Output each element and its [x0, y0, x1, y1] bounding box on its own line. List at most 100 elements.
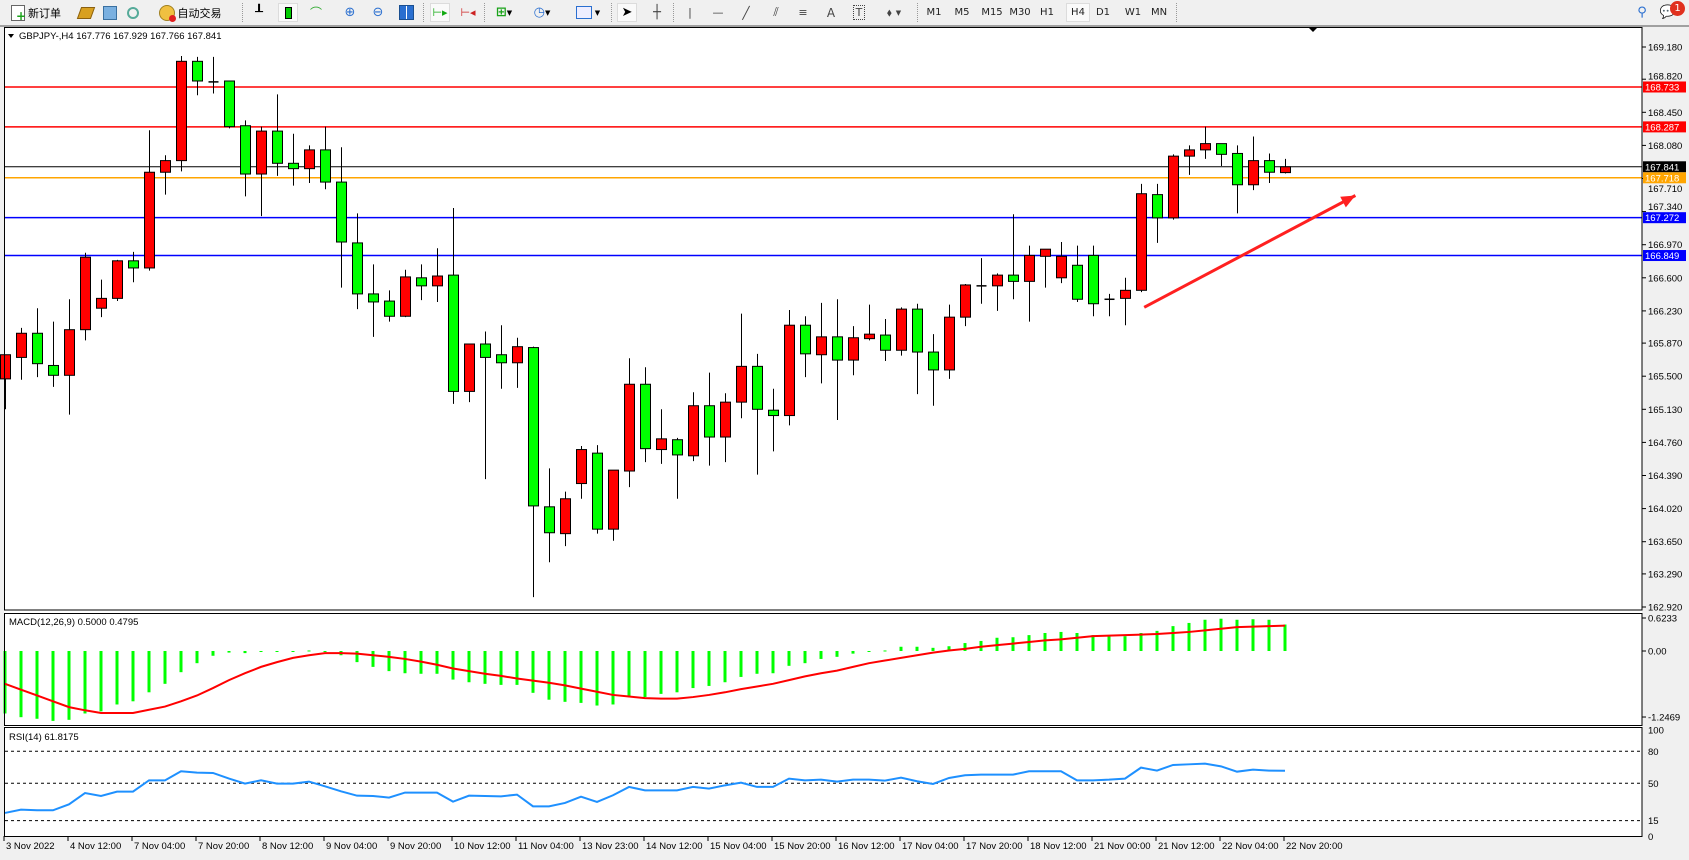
trend-arrow-head	[1340, 195, 1356, 208]
candle-body	[336, 181, 347, 243]
candle-body	[688, 405, 699, 457]
chart-shift-marker[interactable]	[1308, 27, 1318, 32]
macd-tick-label: 0.6233	[1648, 614, 1677, 625]
macd-histogram-bar	[595, 651, 599, 706]
candle	[1200, 126, 1211, 159]
price-level-label: 167.718	[1645, 173, 1679, 184]
vertical-line-icon: |	[688, 6, 692, 19]
candle	[736, 313, 747, 419]
candle-body	[944, 316, 955, 371]
macd-histogram-bar	[1091, 635, 1095, 651]
macd-histogram-bar	[1155, 630, 1159, 651]
toolbar-separator	[484, 3, 487, 22]
text-button[interactable]: A	[821, 3, 841, 22]
periods-button[interactable]: ◷ ▼	[528, 3, 556, 22]
candle	[32, 308, 43, 378]
vertical-line-button[interactable]: |	[680, 3, 700, 22]
timeframe-m30[interactable]: M30	[1009, 7, 1031, 18]
indicators-button[interactable]: ▼	[572, 3, 604, 22]
zoom-out-button[interactable]: ⊖	[368, 3, 388, 22]
trendline-button[interactable]: ╱	[736, 3, 756, 22]
macd-histogram-bar	[675, 651, 679, 693]
timeframe-h4[interactable]: H4	[1066, 3, 1090, 22]
chart-window[interactable]: 169.180 168.820 168.450 168.080 167.710 167.3…	[0, 27, 1689, 860]
macd-histogram-bar	[1139, 632, 1143, 651]
tile-windows-button[interactable]	[396, 3, 416, 22]
signals-button[interactable]	[123, 3, 143, 22]
macd-histogram-bar	[179, 651, 183, 673]
navigator-button[interactable]	[100, 3, 120, 22]
price-level-tag	[1643, 161, 1686, 173]
time-tick-label: 14 Nov 12:00	[646, 841, 703, 852]
candle	[512, 337, 523, 388]
candle	[592, 445, 603, 534]
arrows-button[interactable]: ⬧ ▼	[878, 3, 910, 22]
macd-histogram-bar	[1027, 635, 1031, 651]
search-button[interactable]: ⚲	[1632, 3, 1652, 22]
channel-button[interactable]: ⫽	[766, 3, 786, 22]
rsi-pane-border	[4, 727, 1643, 837]
market-watch-button[interactable]	[76, 3, 96, 22]
candle	[1264, 153, 1275, 183]
time-tick-label: 15 Nov 20:00	[774, 841, 831, 852]
candle-body	[224, 80, 235, 128]
candle-body	[1168, 155, 1179, 219]
macd-histogram-bar	[467, 651, 471, 683]
trendline-icon: ╱	[742, 5, 750, 20]
timeframe-m15[interactable]: M15	[981, 7, 1003, 18]
price-tick-label: 166.600	[1648, 273, 1682, 284]
cursor-button[interactable]: ➤	[617, 3, 637, 22]
price-level-tag	[1643, 212, 1686, 224]
rsi-pane	[4, 750, 1642, 822]
bar-chart-button[interactable]: ┸	[250, 3, 268, 22]
candle-body	[1040, 248, 1051, 257]
chart-shift-button[interactable]: ⊢◂	[458, 3, 478, 22]
auto-scroll-button[interactable]: ⊢▸	[430, 3, 450, 22]
candle	[944, 304, 955, 379]
candle-body	[112, 260, 123, 299]
candlestick-button[interactable]	[278, 3, 298, 22]
macd-histogram-bar	[1187, 622, 1191, 651]
candle	[48, 321, 59, 387]
macd-histogram-bar	[291, 651, 295, 652]
zoom-in-button[interactable]: ⊕	[340, 3, 360, 22]
candle	[160, 155, 171, 195]
candle	[208, 56, 219, 94]
candle-body	[176, 60, 187, 162]
timeframe-d1[interactable]: D1	[1095, 7, 1111, 18]
toolbar-separator	[423, 3, 426, 22]
market-watch-icon	[76, 6, 96, 19]
candle-body	[144, 171, 155, 269]
horizontal-line-button[interactable]: —	[708, 3, 728, 22]
timeframe-m5[interactable]: M5	[954, 7, 970, 18]
time-tick-label: 17 Nov 20:00	[966, 841, 1023, 852]
time-tick-label: 16 Nov 12:00	[838, 841, 895, 852]
timeframe-w1[interactable]: W1	[1124, 7, 1142, 18]
candle-body	[368, 293, 379, 303]
search-icon: ⚲	[1637, 5, 1647, 20]
crosshair-button[interactable]: ┼	[647, 3, 667, 22]
candle	[384, 290, 395, 322]
time-tick-label: 4 Nov 12:00	[70, 841, 121, 852]
auto-trading-button[interactable]: 自动交易	[150, 3, 230, 22]
new-chart-button[interactable]: ⊞ ▼	[490, 3, 518, 22]
chevron-down-icon: ▼	[544, 8, 551, 17]
candle	[480, 331, 491, 480]
macd-histogram-bar	[147, 651, 151, 693]
price-level-label: 167.272	[1645, 213, 1679, 224]
macd-histogram-bar	[899, 646, 903, 651]
trend-arrow-line[interactable]	[1143, 194, 1357, 309]
symbol-menu-triangle-icon[interactable]	[8, 34, 14, 38]
price-tick-label: 163.650	[1648, 537, 1682, 548]
fibonacci-button[interactable]: ≡	[793, 3, 813, 22]
macd-histogram-bar	[243, 651, 247, 654]
candle	[80, 252, 91, 341]
macd-histogram-bar	[323, 651, 327, 653]
text-label-button[interactable]: T	[849, 3, 869, 22]
price-tick-label: 165.500	[1648, 372, 1682, 383]
timeframe-mn[interactable]: MN	[1150, 7, 1168, 18]
line-chart-button[interactable]: ⌒	[307, 3, 325, 22]
timeframe-m1[interactable]: M1	[926, 7, 942, 18]
timeframe-h1[interactable]: H1	[1040, 7, 1054, 18]
new-order-button[interactable]: + 新订单	[4, 3, 68, 22]
